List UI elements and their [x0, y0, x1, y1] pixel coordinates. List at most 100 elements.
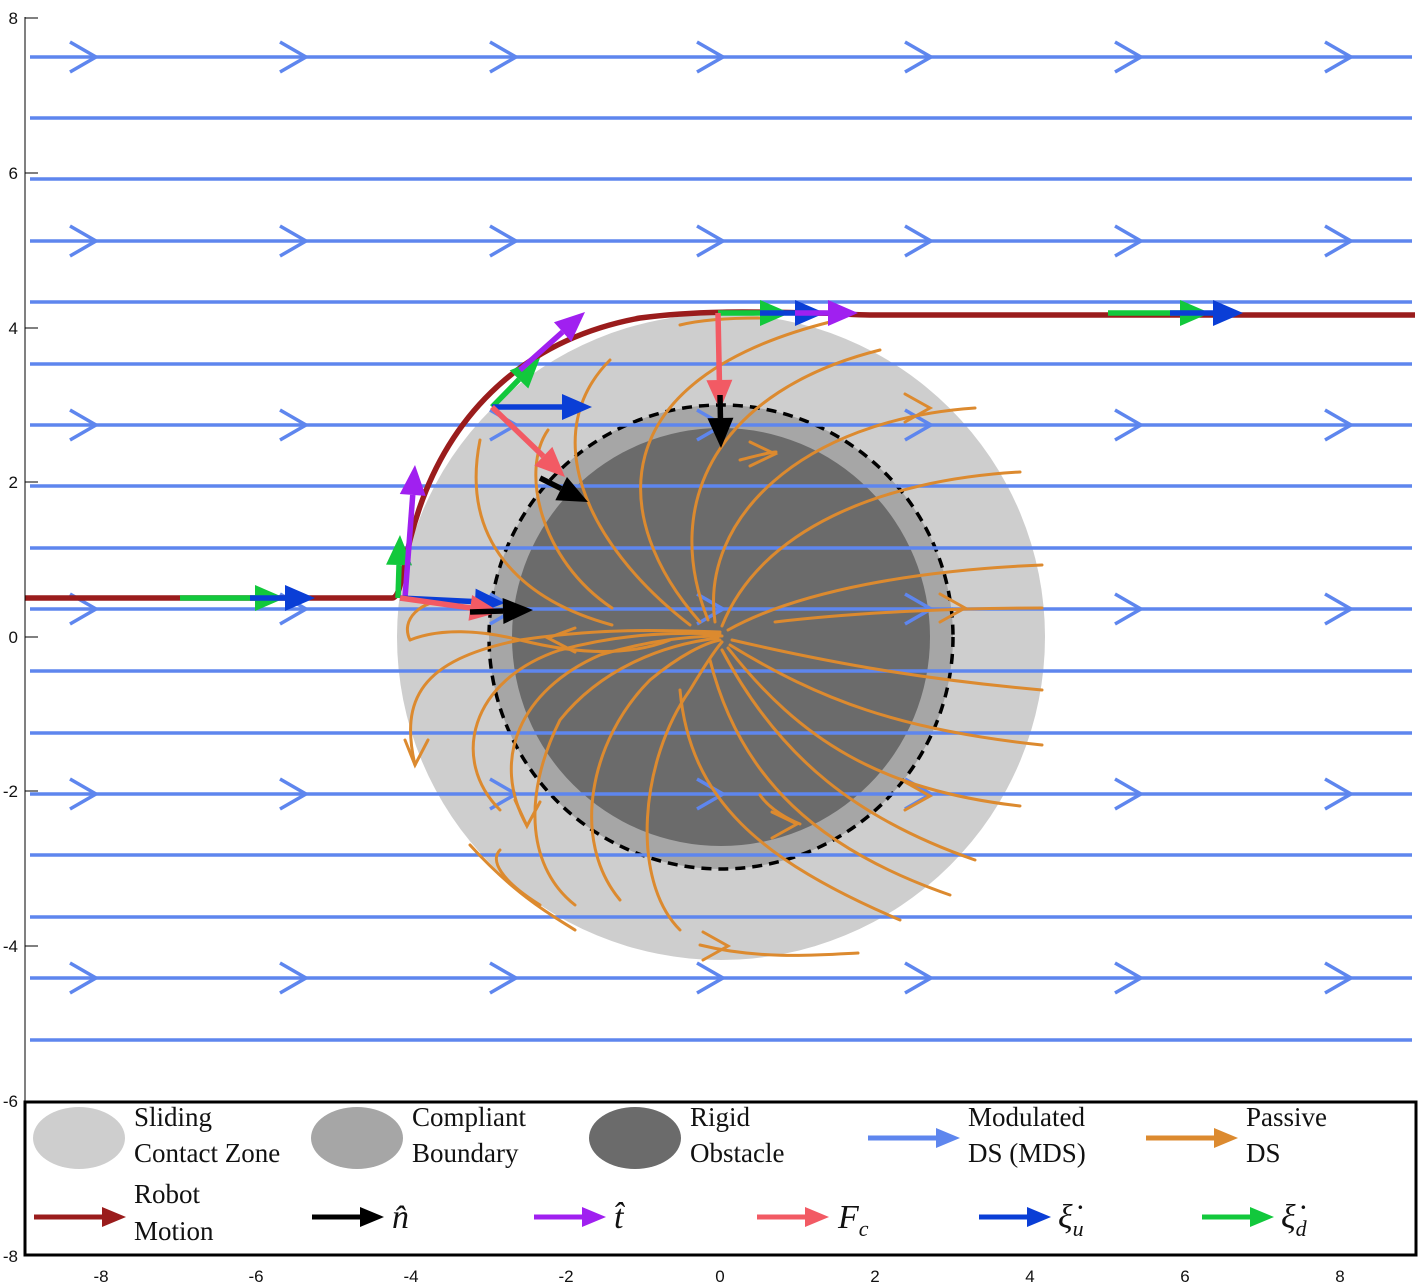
tangent-arrow — [399, 465, 426, 599]
legend-label-passive-line2: DS — [1246, 1138, 1281, 1168]
passive-streamline — [708, 658, 952, 897]
legend-label-xi-u-sub: u — [1073, 1216, 1084, 1241]
tangent-arrow — [795, 300, 858, 326]
xi-u-arrow-head — [562, 394, 592, 420]
mds-chevron — [1324, 961, 1355, 995]
passive-streamline — [533, 636, 720, 907]
legend-label-compliant-line2: Boundary — [412, 1138, 519, 1168]
mds-chevron — [1324, 408, 1355, 442]
passive-streamline — [726, 646, 1022, 808]
x-tick-label: -8 — [93, 1267, 108, 1286]
legend-swatch-normal-head — [360, 1207, 384, 1227]
legend-swatch-mds-head — [936, 1128, 960, 1148]
mds-chevron — [489, 40, 520, 74]
mds-chevron — [489, 961, 520, 995]
legend-swatch-sliding — [33, 1107, 125, 1169]
passive-streamline — [720, 648, 977, 862]
xi-u-arrow-head — [1213, 300, 1243, 326]
tangent-arrow-head — [828, 300, 858, 326]
x-tick-label: -4 — [403, 1267, 418, 1286]
normal-arrow-head — [707, 417, 734, 448]
passive-streamline — [726, 563, 1044, 632]
xi-u-arrow — [1170, 300, 1243, 326]
passive-streamline — [468, 843, 577, 932]
legend-label-mds-line2: DS (MDS) — [968, 1138, 1086, 1168]
force-arrow-shaft — [399, 595, 471, 611]
legend-label-force: Fc — [837, 1199, 869, 1241]
legend-swatch-compliant — [311, 1107, 403, 1169]
xi-d-arrow-head — [509, 358, 540, 389]
y-tick-label: -6 — [3, 1092, 18, 1111]
passive-streamline — [534, 428, 614, 610]
x-tick-label: 0 — [715, 1267, 724, 1286]
legend-swatch-xi-d-head — [1250, 1207, 1274, 1227]
legend: Sliding Contact Zone Compliant Boundary … — [23, 1100, 1418, 1257]
legend-entry-tangent: t̂ — [534, 1199, 625, 1236]
legend-entry-modulated-ds: Modulated DS (MDS) — [868, 1102, 1086, 1168]
mds-chevron — [279, 777, 310, 811]
mds-chevron — [279, 224, 310, 258]
legend-swatch-xi-u-head — [1027, 1207, 1051, 1227]
normal-arrow-shaft — [469, 608, 504, 615]
force-arrow-head — [534, 446, 565, 477]
tangent-arrow-head — [553, 312, 585, 342]
vector-arrows — [180, 300, 1243, 624]
passive-streamline — [639, 320, 832, 624]
passive-chevron — [770, 810, 801, 840]
passive-streamline — [720, 470, 1022, 628]
normal-arrow-shaft — [538, 475, 563, 492]
mds-chevron — [1114, 961, 1145, 995]
legend-entry-compliant-boundary: Compliant Boundary — [311, 1102, 526, 1169]
legend-entry-contact-force: Fc — [757, 1199, 869, 1241]
mds-chevron — [696, 40, 727, 74]
legend-entry-normal: n̂ — [312, 1199, 409, 1236]
mds-chevron — [69, 40, 100, 74]
passive-streamline — [471, 631, 722, 812]
legend-label-force-sub: c — [859, 1216, 869, 1241]
y-tick-label: -4 — [3, 937, 18, 956]
y-tick-labels: 8 6 4 2 0 -2 -4 -6 -8 — [3, 9, 18, 1266]
y-tick-label: 2 — [9, 473, 18, 492]
legend-label-rigid-line2: Obstacle — [690, 1138, 784, 1168]
mds-chevron — [69, 961, 100, 995]
passive-streamline — [730, 638, 1044, 692]
x-tick-label: 6 — [1180, 1267, 1189, 1286]
passive-ds-streamlines — [406, 316, 1044, 957]
legend-label-xi-d-sub: d — [1296, 1216, 1308, 1241]
mds-chevron — [1324, 592, 1355, 626]
legend-label-robot-line1: Robot — [134, 1179, 201, 1209]
tangent-arrow-head — [399, 465, 426, 496]
passive-chevron — [701, 930, 732, 962]
passive-streamline — [690, 348, 882, 622]
passive-chevron — [938, 592, 969, 624]
y-tick-label: 6 — [9, 164, 18, 183]
tangent-arrow — [518, 312, 585, 373]
x-tick-label: -2 — [558, 1267, 573, 1286]
mds-chevron — [1324, 224, 1355, 258]
mds-chevron — [696, 777, 727, 811]
mds-chevron — [69, 224, 100, 258]
passive-chevrons — [403, 392, 969, 962]
x-tick-label: 2 — [870, 1267, 879, 1286]
passive-streamline — [773, 606, 1044, 624]
legend-swatch-tangent-head — [582, 1207, 606, 1227]
mds-chevron — [1114, 224, 1145, 258]
legend-label-rigid-line1: Rigid — [690, 1102, 751, 1132]
tangent-arrow-shaft — [518, 329, 565, 373]
legend-entry-passive-ds: Passive DS — [1146, 1102, 1327, 1168]
legend-box — [23, 1100, 1418, 1257]
normal-arrow — [469, 597, 533, 624]
mds-chevron — [904, 40, 935, 74]
mds-chevrons — [69, 40, 1355, 995]
xi-u-arrow-head — [285, 585, 315, 611]
legend-label-sliding-line1: Sliding — [134, 1102, 212, 1132]
x-tick-label: -6 — [248, 1267, 263, 1286]
xi-u-arrow — [492, 394, 592, 420]
legend-label-mds-line1: Modulated — [968, 1102, 1085, 1132]
force-arrow-shaft — [490, 405, 546, 459]
xi-d-arrow-shaft — [490, 377, 521, 409]
tangent-arrow-shaft — [402, 494, 416, 599]
passive-streamline — [712, 406, 977, 624]
xi-d-arrow-shaft — [395, 564, 402, 599]
